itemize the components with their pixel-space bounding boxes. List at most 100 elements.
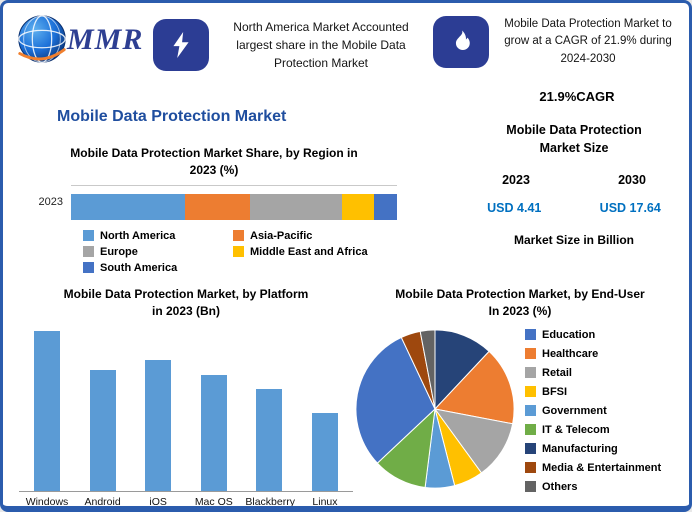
- bar-column-mac-os: [190, 374, 238, 491]
- category-label-mac-os: Mac OS: [194, 495, 233, 508]
- bar-segment-europe: [250, 193, 342, 220]
- market-size-year-end: 2030: [618, 173, 646, 188]
- legend-swatch: [233, 246, 244, 258]
- bar-linux: [311, 412, 338, 491]
- platform-plot-area: [19, 326, 353, 492]
- market-size-value-2030: USD 17.64: [599, 201, 661, 216]
- region-stacked-bar: [71, 193, 397, 220]
- legend-label: Healthcare: [542, 347, 599, 360]
- legend-item-bfsi: BFSI: [525, 386, 661, 398]
- legend-item-education: Education: [525, 329, 661, 341]
- market-size-note-prefix: Market Size in: [513, 233, 598, 248]
- callout-text: North America Market Accounted largest s…: [233, 20, 409, 70]
- legend-label: South America: [100, 261, 178, 274]
- pie-slice-others: [419, 329, 436, 409]
- legend-swatch: [233, 230, 244, 242]
- region-legend: North America Asia-Pacific Europe Middle Ea…: [83, 230, 397, 274]
- bar-segment-north-america: [71, 193, 186, 220]
- logo-text: MMR: [67, 23, 144, 56]
- platform-category-labels: Windows Android iOS Mac OS Blackberry Linux: [19, 495, 353, 508]
- legend-label: Retail: [542, 366, 572, 379]
- legend-swatch: [525, 386, 536, 398]
- legend-swatch: [525, 462, 536, 474]
- pie-slice-healthcare: [434, 350, 515, 424]
- pie-slice-retail: [433, 407, 514, 474]
- region-plot-area: [71, 184, 397, 220]
- legend-item-europe: Europe: [83, 246, 233, 258]
- callout-north-america: North America Market Accounted largest s…: [153, 18, 422, 72]
- legend-label: North America: [100, 229, 176, 242]
- pie-slice-education: [355, 336, 436, 464]
- legend-item-asia-pacific: Asia-Pacific: [233, 230, 423, 242]
- market-size-title: Mobile Data Protection Market Size: [506, 123, 642, 156]
- flame-icon: [433, 16, 489, 68]
- mmr-logo: MMR: [13, 11, 143, 69]
- category-label-windows: Windows: [25, 495, 69, 508]
- bar-segment-south-america: [374, 193, 397, 220]
- category-label-linux: Linux: [312, 495, 338, 508]
- market-size-values: USD 4.41 USD 17.64: [458, 201, 689, 216]
- market-size-value-2023: USD 4.41: [487, 201, 542, 216]
- platform-chart-title: Mobile Data Protection Market, by Platfo…: [63, 287, 309, 318]
- legend-swatch: [83, 246, 94, 258]
- legend-item-government: Government: [525, 405, 661, 417]
- legend-label: Manufacturing: [542, 442, 618, 455]
- end-user-legend: Education Healthcare Retail BFSI Government I…: [525, 325, 661, 493]
- bar-segment-asia-pacific: [185, 193, 251, 220]
- page-title: Mobile Data Protection Market: [57, 108, 287, 125]
- legend-label: Europe: [100, 245, 138, 258]
- bar-column-windows: [23, 330, 71, 491]
- lightning-icon: [153, 19, 209, 71]
- region-chart-title: Mobile Data Protection Market Share, by …: [70, 146, 358, 177]
- legend-swatch: [525, 424, 536, 436]
- legend-label: Others: [542, 480, 578, 493]
- bar-column-linux: [301, 412, 349, 491]
- legend-swatch: [525, 405, 536, 417]
- legend-swatch: [525, 348, 536, 360]
- legend-label: IT & Telecom: [542, 423, 610, 436]
- callout-text: Mobile Data Protection Market to grow at…: [504, 18, 672, 65]
- legend-label: Middle East and Africa: [250, 245, 368, 258]
- bar-column-android: [79, 369, 127, 491]
- legend-label: Asia-Pacific: [250, 229, 313, 242]
- legend-swatch: [525, 481, 536, 493]
- category-label-ios: iOS: [149, 495, 167, 508]
- market-size-note: Market Size in Billion: [458, 233, 689, 248]
- legend-item-manufacturing: Manufacturing: [525, 443, 661, 455]
- legend-label: Education: [542, 328, 596, 341]
- market-size-panel: Mobile Data Protection Market Size 2023 …: [458, 121, 689, 248]
- legend-label: Government: [542, 404, 607, 417]
- market-size-note-unit: Billion: [597, 233, 635, 248]
- bar-mac-os: [200, 374, 227, 491]
- legend-item-middle-east-and-africa: Middle East and Africa: [233, 246, 423, 258]
- legend-item-south-america: South America: [83, 262, 233, 274]
- legend-item-north-america: North America: [83, 230, 233, 242]
- pie-slice-manufacturing: [434, 329, 490, 410]
- legend-swatch: [525, 367, 536, 379]
- legend-item-retail: Retail: [525, 367, 661, 379]
- region-share-chart: Mobile Data Protection Market Share, by …: [31, 145, 397, 274]
- region-category-label: 2023: [38, 196, 63, 209]
- bar-android: [89, 369, 116, 491]
- legend-swatch: [525, 329, 536, 341]
- end-user-chart: Mobile Data Protection Market, by End-Us…: [351, 286, 689, 493]
- legend-label: BFSI: [542, 385, 568, 398]
- legend-item-media-entertainment: Media & Entertainment: [525, 462, 661, 474]
- globe-icon: [18, 15, 66, 63]
- legend-item-others: Others: [525, 481, 661, 493]
- bar-ios: [145, 359, 172, 491]
- cagr-label: 21.9%CAGR: [539, 89, 615, 104]
- bar-segment-middle-east-and-africa: [341, 193, 375, 220]
- callout-cagr: Mobile Data Protection Market to grow at…: [433, 16, 676, 68]
- end-user-chart-title: Mobile Data Protection Market, by End-Us…: [395, 287, 645, 318]
- bar-windows: [34, 330, 60, 491]
- legend-item-it-telecom: IT & Telecom: [525, 424, 661, 436]
- market-size-year-start: 2023: [502, 173, 530, 188]
- platform-chart: Mobile Data Protection Market, by Platfo…: [19, 286, 353, 508]
- bar-blackberry: [256, 388, 283, 491]
- legend-item-healthcare: Healthcare: [525, 348, 661, 360]
- legend-label: Media & Entertainment: [542, 461, 662, 474]
- end-user-pie: [355, 329, 515, 489]
- bar-column-ios: [134, 359, 182, 491]
